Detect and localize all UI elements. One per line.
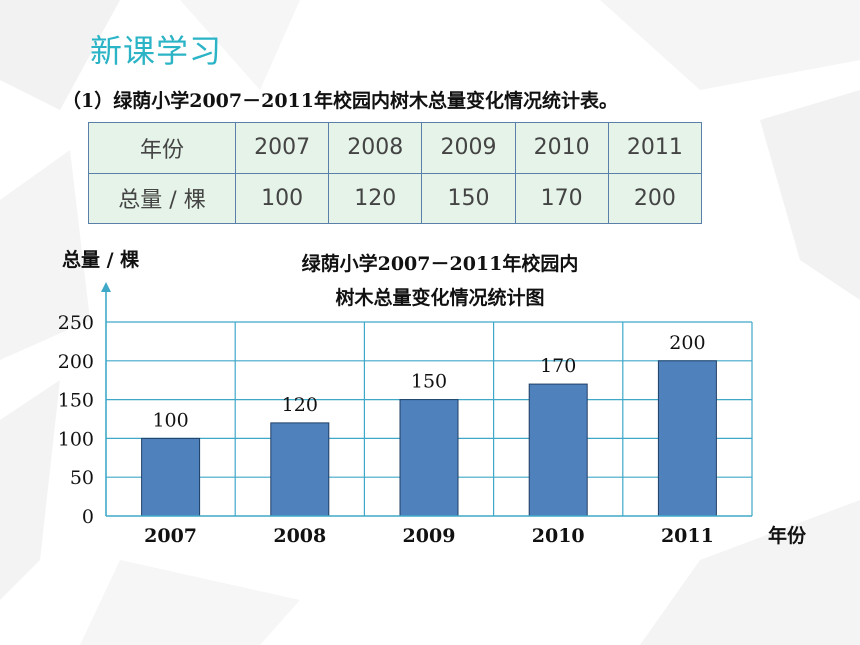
table-cell-total: 170	[514, 172, 609, 224]
chart-title-line2: 树木总量变化情况统计图	[335, 286, 544, 309]
table-cell-year: 2010	[514, 122, 609, 174]
table-cell-total: 200	[607, 172, 703, 224]
y-axis-arrow-icon	[101, 282, 111, 292]
table-cell-total: 150	[421, 172, 516, 224]
y-tick-label: 100	[58, 428, 94, 450]
bar-2007	[141, 437, 201, 517]
data-label: 120	[282, 394, 318, 416]
data-label: 200	[669, 332, 705, 354]
y-axis-label: 总量 / 棵	[62, 248, 139, 271]
x-tick-label: 2010	[532, 525, 585, 547]
table-cell-total: 100	[234, 172, 330, 224]
data-label: 170	[540, 355, 576, 377]
bar-2008	[270, 422, 330, 517]
table-cell-year: 2011	[607, 122, 703, 174]
bar-2011	[657, 360, 717, 517]
table-cell-year: 2009	[421, 122, 516, 174]
y-tick-label: 0	[82, 506, 94, 528]
data-label: 100	[152, 409, 188, 431]
y-tick-label: 250	[58, 312, 94, 334]
table-header-year: 年份	[88, 122, 236, 174]
table-cell-total: 120	[328, 172, 423, 224]
table-row-year: 年份 2007 2008 2009 2010 2011	[88, 122, 703, 174]
chart-title-line1: 绿荫小学2007－2011年校园内	[302, 252, 579, 275]
y-tick-label: 50	[70, 467, 94, 489]
x-tick-label: 2009	[403, 525, 456, 547]
table-row-total: 总量 / 棵 100 120 150 170 200	[88, 172, 703, 224]
table-caption: （1）绿荫小学2007－2011年校园内树木总量变化情况统计表。	[62, 90, 618, 112]
x-tick-label: 2008	[273, 525, 326, 547]
table-cell-year: 2008	[328, 122, 423, 174]
x-tick-label: 2011	[661, 525, 714, 547]
bar-2010	[528, 383, 588, 517]
x-tick-label: 2007	[144, 525, 197, 547]
y-tick-label: 150	[58, 390, 94, 412]
bar-2009	[399, 399, 459, 517]
x-axis-label: 年份	[768, 524, 807, 547]
y-tick-label: 200	[58, 351, 94, 373]
statistics-table: 年份 2007 2008 2009 2010 2011 总量 / 棵 100 1…	[88, 122, 703, 224]
section-heading: 新课学习	[90, 32, 223, 70]
table-header-total: 总量 / 棵	[88, 172, 236, 224]
table-cell-year: 2007	[234, 122, 330, 174]
data-label: 150	[411, 371, 447, 393]
